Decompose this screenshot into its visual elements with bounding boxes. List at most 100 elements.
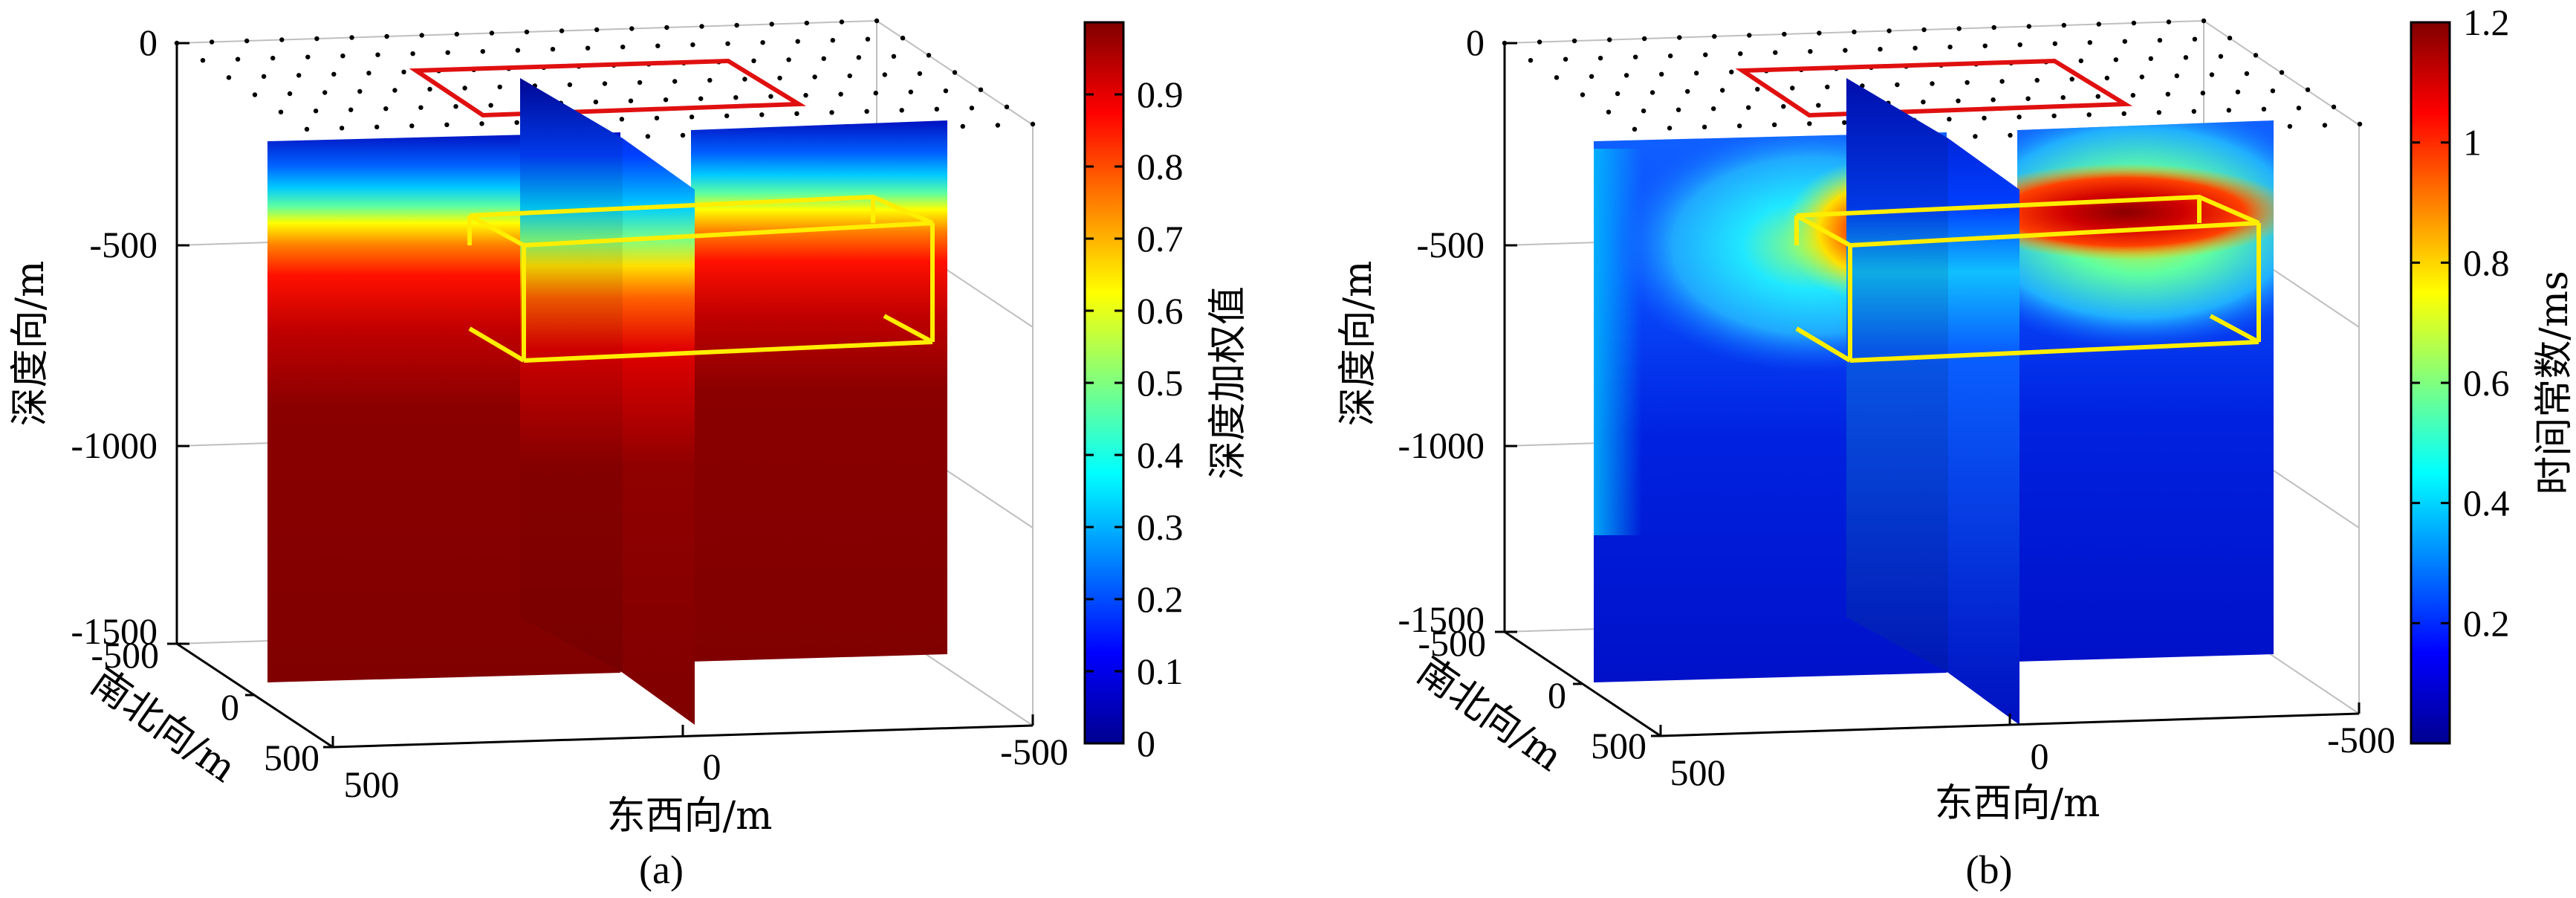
- surface-dot: [1895, 82, 1900, 88]
- surface-dot: [1685, 88, 1690, 94]
- surface-dot: [2148, 56, 2153, 62]
- surface-dot: [1878, 46, 1883, 52]
- surface-dot: [1701, 124, 1707, 129]
- surface-dot: [769, 22, 774, 27]
- z-tick-label: -500: [1416, 224, 1485, 265]
- surface-dot: [1825, 84, 1830, 90]
- surface-dot: [917, 71, 923, 77]
- surface-dot: [2157, 38, 2163, 43]
- surface-dot: [891, 54, 897, 59]
- surface-dot: [1808, 49, 1813, 54]
- colorbar-tick-label: 0.6: [2463, 362, 2510, 404]
- y-tick-label: 0: [1548, 674, 1566, 716]
- transmitter-loop: [409, 58, 807, 118]
- surface-dot: [899, 108, 904, 113]
- colorbar-tick-label: 0.6: [1137, 290, 1184, 332]
- surface-dot: [795, 39, 800, 44]
- colorbar-tick-label: 0.5: [1137, 362, 1184, 404]
- surface-dot: [392, 88, 398, 93]
- x-axis-label: 东西向/m: [607, 794, 773, 839]
- y-tick-label: 500: [264, 737, 319, 778]
- surface-dot: [2305, 87, 2311, 92]
- z-tick-label: -1500: [71, 610, 158, 652]
- surface-dot: [1842, 120, 1847, 125]
- panel-caption: (b): [1966, 847, 2013, 892]
- surface-dot: [1607, 37, 1612, 42]
- surface-dot: [829, 110, 834, 115]
- surface-dot: [1781, 104, 1786, 109]
- colorbar-tick-label: 1.2: [2463, 1, 2510, 43]
- colorbar-tick-label: 0.4: [2463, 482, 2510, 524]
- surface-dot: [629, 26, 635, 31]
- panel-caption: (a): [639, 847, 684, 892]
- surface-dot: [1991, 25, 1996, 30]
- colorbar-tick-label: 0.9: [1137, 74, 1184, 115]
- surface-dot: [1632, 126, 1638, 132]
- surface-dot: [2060, 95, 2066, 100]
- surface-dot: [1956, 98, 1961, 103]
- surface-dot: [2227, 36, 2233, 41]
- surface-dot: [2209, 72, 2215, 77]
- surface-dot: [1589, 74, 1594, 80]
- surface-dot: [1720, 88, 1725, 93]
- surface-dot: [812, 74, 817, 80]
- x-tick-label: 0: [703, 746, 721, 787]
- surface-dot: [1659, 71, 1664, 77]
- surface-dot: [1623, 73, 1629, 78]
- surface-dot: [2121, 111, 2126, 116]
- surface-dot: [1030, 121, 1036, 127]
- surface-dot: [1947, 117, 1952, 122]
- surface-dot: [2218, 54, 2224, 59]
- surface-dot: [2174, 73, 2179, 79]
- surface-dot: [734, 22, 739, 28]
- surface-dot: [2253, 53, 2259, 58]
- z-axis-label: 深度向/m: [1336, 261, 1381, 427]
- surface-dot: [620, 45, 626, 50]
- surface-dot: [1816, 103, 1821, 108]
- surface-dot: [1675, 107, 1681, 112]
- surface-dot: [2104, 75, 2109, 81]
- surface-dot: [1711, 106, 1716, 112]
- surface-dot: [462, 85, 467, 91]
- z-axis-label: 深度向/m: [8, 261, 53, 427]
- surface-dot: [2201, 18, 2207, 24]
- surface-dot: [2122, 39, 2127, 44]
- surface-dot: [427, 86, 432, 92]
- surface-dot: [244, 38, 250, 44]
- surface-dot: [830, 38, 836, 43]
- surface-dot: [2008, 132, 2013, 138]
- surface-dot: [410, 51, 415, 56]
- surface-dot: [724, 113, 730, 118]
- surface-dot: [1921, 27, 1927, 33]
- surface-dot: [2357, 121, 2363, 127]
- surface-dot: [339, 126, 345, 131]
- surface-dot: [2061, 22, 2066, 28]
- surface-dot: [672, 79, 678, 84]
- surface-dot: [567, 82, 573, 88]
- surface-dot: [707, 77, 713, 83]
- surface-dot: [305, 54, 311, 59]
- surface-dot: [1606, 109, 1612, 114]
- surface-dot: [497, 84, 502, 90]
- surface-dot: [1755, 86, 1760, 92]
- surface-dot: [1991, 97, 1996, 103]
- surface-dot: [1982, 43, 1988, 48]
- surface-dot: [2287, 123, 2293, 129]
- surface-dot: [978, 87, 984, 92]
- colorbar-tick-label: 0.7: [1137, 218, 1184, 259]
- colorbar-ticks: 0 0.1 0.2 0.3 0.4 0.5 0.6 0.7 0.8 0.9: [1085, 74, 1184, 764]
- surface-dot: [1641, 109, 1647, 114]
- surface-dot: [2017, 42, 2022, 48]
- surface-dot: [2087, 40, 2092, 45]
- surface-dot: [1649, 90, 1655, 95]
- surface-dot: [882, 72, 888, 77]
- surface-dot: [1973, 134, 1978, 139]
- surface-dot: [384, 33, 389, 39]
- surface-dot: [322, 90, 328, 95]
- axis-ticks: [167, 42, 1034, 749]
- surface-dot: [2191, 109, 2196, 114]
- surface-dot: [1729, 69, 1734, 75]
- surface-dot: [900, 36, 906, 41]
- surface-dot: [401, 69, 406, 75]
- y-tick-label: -500: [91, 634, 159, 676]
